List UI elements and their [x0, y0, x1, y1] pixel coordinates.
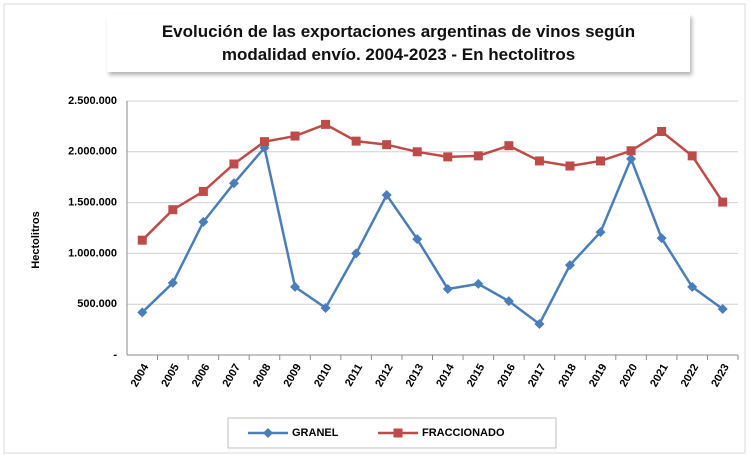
data-point: [351, 136, 361, 146]
data-point: [382, 140, 392, 150]
data-point: [717, 303, 728, 314]
legend-marker: [393, 428, 403, 438]
y-tick-label: 1.500.000: [68, 197, 117, 209]
data-point: [687, 281, 698, 292]
data-point: [198, 186, 208, 196]
data-point: [137, 307, 148, 318]
legend-label: GRANEL: [292, 427, 339, 439]
data-point: [473, 278, 484, 289]
data-point: [290, 281, 301, 292]
data-point: [321, 119, 331, 129]
data-point: [137, 235, 147, 245]
data-point: [473, 151, 483, 161]
data-point: [687, 151, 697, 161]
data-point: [228, 178, 239, 189]
data-point: [259, 137, 269, 147]
legend-marker: [263, 428, 273, 438]
data-point: [443, 152, 453, 162]
data-point: [626, 153, 637, 164]
data-point: [351, 248, 362, 259]
data-point: [381, 189, 392, 200]
y-tick-label: -: [113, 349, 117, 361]
y-axis-label: Hectolitros: [30, 211, 42, 268]
data-point: [503, 296, 514, 307]
data-point: [564, 260, 575, 271]
data-point: [167, 277, 178, 288]
data-point: [595, 227, 606, 238]
data-point: [718, 197, 728, 207]
data-point: [656, 233, 667, 244]
data-point: [626, 146, 636, 156]
data-point: [534, 319, 545, 330]
data-point: [290, 131, 300, 141]
data-point: [534, 156, 544, 166]
data-point: [504, 141, 514, 151]
y-tick-label: 1.000.000: [68, 247, 117, 259]
y-tick-label: 500.000: [77, 298, 117, 310]
data-point: [596, 156, 606, 166]
data-point: [229, 159, 239, 169]
legend-label: FRACCIONADO: [422, 427, 505, 439]
series-line: [141, 145, 724, 326]
data-point: [442, 283, 453, 294]
series-line: [141, 122, 724, 242]
data-point: [412, 147, 422, 157]
data-point: [657, 126, 667, 136]
chart-title: Evolución de las exportaciones argentina…: [107, 14, 690, 72]
data-point: [412, 234, 423, 245]
y-tick-label: 2.000.000: [68, 146, 117, 158]
data-point: [565, 161, 575, 171]
data-point: [168, 205, 178, 215]
data-point: [198, 216, 209, 227]
data-point: [320, 302, 331, 313]
y-tick-label: 2.500.000: [68, 95, 117, 107]
